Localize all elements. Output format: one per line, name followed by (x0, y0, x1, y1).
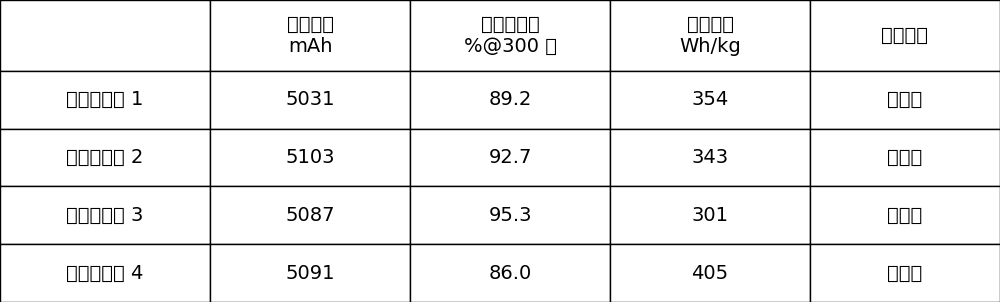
Bar (410, 0, 610, 71)
Text: 容量保持率
%@300 周: 容量保持率 %@300 周 (464, 15, 556, 56)
Bar (410, 186, 610, 244)
Bar (810, 71, 1000, 129)
Text: 5031: 5031 (285, 90, 335, 109)
Text: 电池实施例 3: 电池实施例 3 (66, 206, 144, 225)
Text: 343: 343 (691, 148, 729, 167)
Bar (610, 0, 810, 71)
Text: 能量密度
Wh/kg: 能量密度 Wh/kg (679, 15, 741, 56)
Text: 电池实施例 1: 电池实施例 1 (66, 90, 144, 109)
Text: 电池实施例 4: 电池实施例 4 (66, 264, 144, 283)
Text: 5091: 5091 (285, 264, 335, 283)
Text: 86.0: 86.0 (488, 264, 532, 283)
Bar (810, 244, 1000, 302)
Bar (0, 244, 210, 302)
Bar (210, 186, 410, 244)
Bar (810, 0, 1000, 71)
Bar (410, 71, 610, 129)
Text: 301: 301 (692, 206, 729, 225)
Bar (210, 0, 410, 71)
Text: 89.2: 89.2 (488, 90, 532, 109)
Bar (410, 244, 610, 302)
Text: 针刺实验: 针刺实验 (882, 26, 928, 45)
Text: 95.3: 95.3 (488, 206, 532, 225)
Text: 未起火: 未起火 (887, 206, 923, 225)
Bar (0, 129, 210, 186)
Bar (210, 129, 410, 186)
Text: 未起火: 未起火 (887, 148, 923, 167)
Bar (210, 244, 410, 302)
Bar (610, 186, 810, 244)
Text: 5103: 5103 (285, 148, 335, 167)
Bar (0, 71, 210, 129)
Bar (0, 186, 210, 244)
Text: 放电容量
mAh: 放电容量 mAh (287, 15, 334, 56)
Bar (410, 129, 610, 186)
Text: 405: 405 (691, 264, 729, 283)
Text: 电池实施例 2: 电池实施例 2 (66, 148, 144, 167)
Bar (810, 129, 1000, 186)
Bar (610, 71, 810, 129)
Text: 未起火: 未起火 (887, 90, 923, 109)
Bar (610, 244, 810, 302)
Text: 未起火: 未起火 (887, 264, 923, 283)
Bar (810, 186, 1000, 244)
Text: 92.7: 92.7 (488, 148, 532, 167)
Text: 354: 354 (691, 90, 729, 109)
Bar (210, 71, 410, 129)
Bar (0, 0, 210, 71)
Bar (610, 129, 810, 186)
Text: 5087: 5087 (285, 206, 335, 225)
